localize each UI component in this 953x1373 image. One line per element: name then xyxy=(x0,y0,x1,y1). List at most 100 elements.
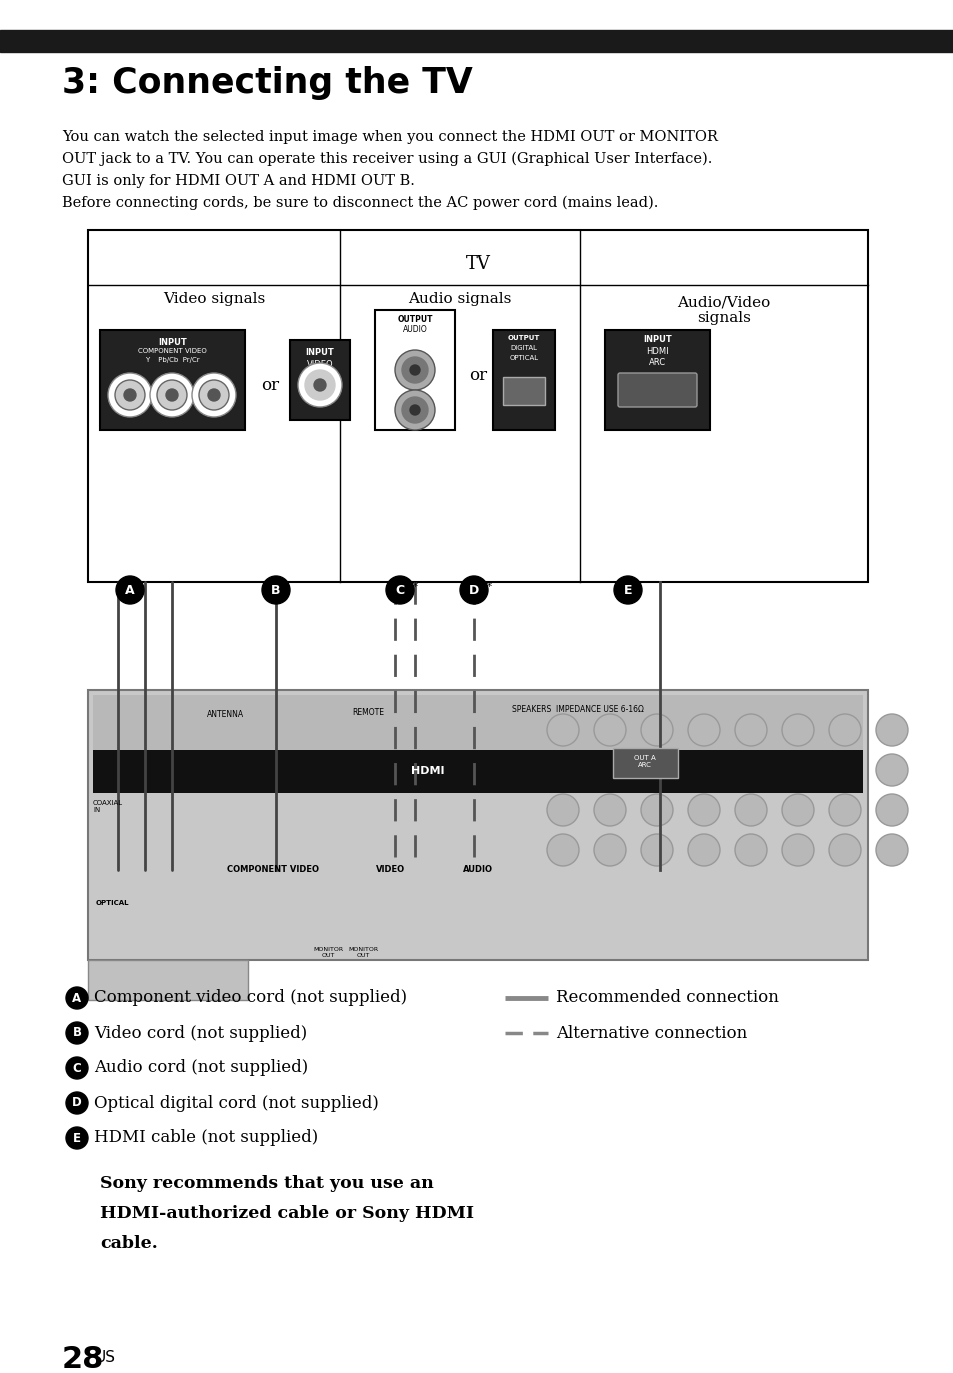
Text: INPUT: INPUT xyxy=(305,347,334,357)
Circle shape xyxy=(410,405,419,415)
Text: Alternative connection: Alternative connection xyxy=(556,1024,746,1042)
Circle shape xyxy=(192,373,235,417)
Circle shape xyxy=(614,577,641,604)
Circle shape xyxy=(594,754,625,785)
Text: Optical digital cord (not supplied): Optical digital cord (not supplied) xyxy=(94,1094,378,1112)
Circle shape xyxy=(687,833,720,866)
Circle shape xyxy=(157,380,187,411)
Circle shape xyxy=(124,389,136,401)
Circle shape xyxy=(875,833,907,866)
Text: or: or xyxy=(469,367,487,383)
Text: *: * xyxy=(636,582,641,592)
Circle shape xyxy=(546,833,578,866)
Bar xyxy=(92,695,862,770)
Text: E: E xyxy=(623,584,632,596)
Text: VIDEO: VIDEO xyxy=(306,360,333,369)
Text: HDMI: HDMI xyxy=(411,766,444,776)
Circle shape xyxy=(115,380,145,411)
Circle shape xyxy=(781,833,813,866)
Circle shape xyxy=(66,1127,88,1149)
Text: D: D xyxy=(72,1097,82,1109)
Circle shape xyxy=(108,373,152,417)
Circle shape xyxy=(459,577,488,604)
Circle shape xyxy=(386,577,414,604)
Text: HDMI cable (not supplied): HDMI cable (not supplied) xyxy=(94,1130,318,1146)
Bar xyxy=(88,960,248,1000)
Text: Video signals: Video signals xyxy=(163,292,265,306)
Circle shape xyxy=(594,833,625,866)
Circle shape xyxy=(734,714,766,746)
Text: A: A xyxy=(125,584,134,596)
Bar xyxy=(0,30,953,52)
Text: Component video cord (not supplied): Component video cord (not supplied) xyxy=(94,990,407,1006)
Circle shape xyxy=(150,373,193,417)
Text: ARC: ARC xyxy=(638,762,651,768)
Text: VIDEO: VIDEO xyxy=(376,865,405,875)
Text: B: B xyxy=(271,584,280,596)
Bar xyxy=(493,330,555,430)
Text: Y    Pb/Cb  Pr/Cr: Y Pb/Cb Pr/Cr xyxy=(145,357,199,362)
Text: OUT A: OUT A xyxy=(634,755,655,761)
Text: COMPONENT VIDEO: COMPONENT VIDEO xyxy=(227,865,318,875)
Circle shape xyxy=(875,754,907,785)
Text: INPUT: INPUT xyxy=(642,335,671,345)
Circle shape xyxy=(166,389,178,401)
Circle shape xyxy=(199,380,229,411)
Circle shape xyxy=(640,833,672,866)
Text: AUDIO: AUDIO xyxy=(402,325,427,334)
Circle shape xyxy=(546,714,578,746)
Text: C: C xyxy=(72,1061,81,1075)
Circle shape xyxy=(828,714,861,746)
Text: Recommended connection: Recommended connection xyxy=(556,990,778,1006)
Text: REMOTE: REMOTE xyxy=(352,708,384,717)
Circle shape xyxy=(781,794,813,827)
Text: Audio signals: Audio signals xyxy=(408,292,511,306)
Bar xyxy=(613,748,678,778)
Circle shape xyxy=(828,794,861,827)
Circle shape xyxy=(640,714,672,746)
Text: Audio/Video
signals: Audio/Video signals xyxy=(677,295,770,325)
Text: MONITOR
OUT: MONITOR OUT xyxy=(313,947,343,958)
Circle shape xyxy=(262,577,290,604)
Circle shape xyxy=(546,754,578,785)
Circle shape xyxy=(66,1057,88,1079)
Circle shape xyxy=(828,833,861,866)
Circle shape xyxy=(781,754,813,785)
Text: AUDIO: AUDIO xyxy=(462,865,493,875)
Text: TV: TV xyxy=(465,255,490,273)
Text: US: US xyxy=(95,1350,116,1365)
Circle shape xyxy=(410,365,419,375)
Text: MONITOR
OUT: MONITOR OUT xyxy=(348,947,377,958)
Text: COAXIAL
IN: COAXIAL IN xyxy=(92,800,123,813)
Text: 3: Connecting the TV: 3: Connecting the TV xyxy=(62,66,473,100)
Bar xyxy=(290,341,350,420)
Bar xyxy=(375,310,455,430)
Circle shape xyxy=(546,794,578,827)
Text: D: D xyxy=(468,584,478,596)
Circle shape xyxy=(208,389,220,401)
Bar xyxy=(88,691,867,960)
Text: GUI is only for HDMI OUT A and HDMI OUT B.: GUI is only for HDMI OUT A and HDMI OUT … xyxy=(62,174,415,188)
Text: OPTICAL: OPTICAL xyxy=(96,899,130,906)
Text: C: C xyxy=(395,584,404,596)
Circle shape xyxy=(66,1092,88,1114)
Circle shape xyxy=(401,357,428,383)
Text: B: B xyxy=(72,1027,81,1039)
Text: You can watch the selected input image when you connect the HDMI OUT or MONITOR: You can watch the selected input image w… xyxy=(62,130,717,144)
Text: OUTPUT: OUTPUT xyxy=(507,335,539,341)
Text: Video cord (not supplied): Video cord (not supplied) xyxy=(94,1024,307,1042)
Text: SPEAKERS  IMPEDANCE USE 6-16Ω: SPEAKERS IMPEDANCE USE 6-16Ω xyxy=(512,704,643,714)
Circle shape xyxy=(875,794,907,827)
Text: **: ** xyxy=(408,582,418,592)
Circle shape xyxy=(594,794,625,827)
Text: ANTENNA: ANTENNA xyxy=(207,710,244,719)
Bar xyxy=(502,378,544,405)
Circle shape xyxy=(297,362,341,406)
Text: or: or xyxy=(261,376,279,394)
Bar xyxy=(92,750,862,794)
Circle shape xyxy=(395,350,435,390)
Text: E: E xyxy=(73,1131,81,1145)
Circle shape xyxy=(687,794,720,827)
Text: cable.: cable. xyxy=(100,1234,157,1252)
Text: Sony recommends that you use an: Sony recommends that you use an xyxy=(100,1175,434,1192)
